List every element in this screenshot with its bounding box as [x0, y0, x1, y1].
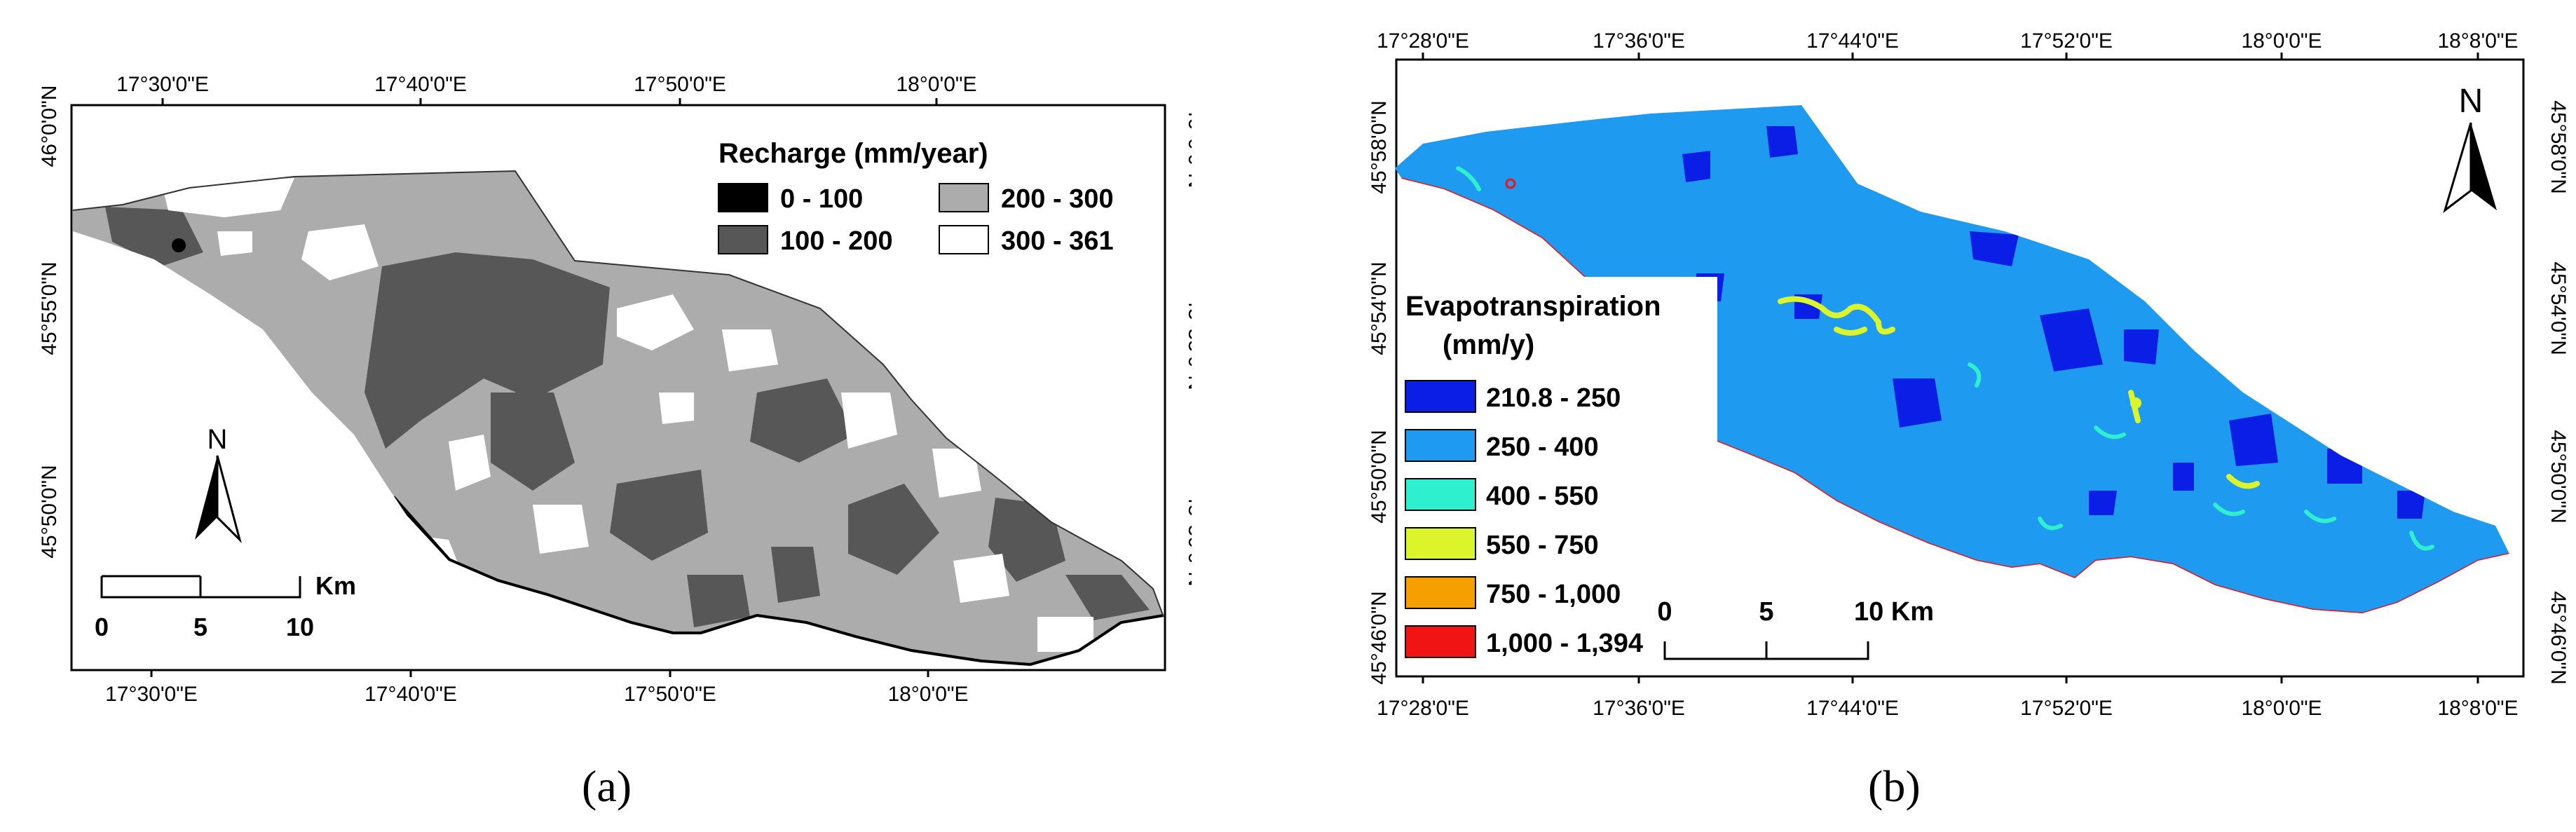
top-tick-label: 17°36'0"E	[1593, 29, 1685, 53]
top-tick-label: 17°44'0"E	[1806, 29, 1899, 53]
top-tick-label: 18°0'0"E	[896, 73, 976, 96]
legend-label: 750 - 1,000	[1486, 580, 1621, 609]
top-tick-label: 17°28'0"E	[1377, 29, 1469, 53]
legend-swatch	[1405, 429, 1476, 462]
panel-b-map: 17°28'0"E 17°36'0"E 17°44'0"E 17°52'0"E …	[1368, 29, 2570, 720]
scale-label: 0	[95, 613, 109, 641]
legend-swatch	[939, 183, 989, 212]
legend-title: Evapotranspiration	[1405, 291, 1661, 322]
scale-label: 5	[1759, 597, 1773, 627]
right-tick-label: 45°54'0"N	[2547, 261, 2570, 355]
right-tick-label: 46°0'0"N	[1184, 107, 1192, 189]
bottom-tick-label: 17°28'0"E	[1377, 697, 1469, 720]
top-tick-label: 17°40'0"E	[374, 73, 467, 96]
left-tick-label: 45°46'0"N	[1368, 591, 1391, 684]
scale-label: 0	[1657, 597, 1672, 627]
bottom-tick-label: 17°36'0"E	[1593, 697, 1685, 720]
bottom-tick-label: 17°40'0"E	[364, 683, 457, 706]
legend-a: Recharge (mm/year) 0 - 100 100 - 200 200…	[718, 138, 1114, 256]
scale-bar-b: 0 5 10 Km	[1657, 597, 1934, 660]
top-tick-label: 17°52'0"E	[2020, 29, 2113, 53]
bottom-axis-labels-a: 17°30'0"E 17°40'0"E 17°50'0"E 18°0'0"E	[105, 683, 968, 706]
scale-label: 10 Km	[1854, 597, 1934, 627]
right-tick-label: 45°50'0"N	[1184, 493, 1192, 586]
left-axis-labels-b: 45°58'0"N 45°54'0"N 45°50'0"N 45°46'0"N	[1368, 100, 1391, 684]
caption-b: (b)	[1868, 761, 1921, 811]
legend-title: Recharge (mm/year)	[718, 138, 988, 169]
legend-label: 1,000 - 1,394	[1486, 629, 1643, 658]
legend-swatch	[1405, 576, 1476, 609]
bottom-tick-label: 17°44'0"E	[1806, 697, 1899, 720]
left-tick-label: 45°58'0"N	[1368, 100, 1391, 193]
legend-label: 250 - 400	[1486, 432, 1599, 462]
scale-label: 5	[193, 613, 207, 641]
scale-unit: Km	[315, 571, 356, 600]
left-tick-label: 45°50'0"N	[38, 465, 61, 558]
legend-swatch	[1405, 478, 1476, 511]
left-tick-label: 45°50'0"N	[1368, 430, 1391, 523]
legend-label: 210.8 - 250	[1486, 383, 1621, 413]
scale-bar-a: 0 5 10 Km	[95, 571, 356, 641]
legend-label: 300 - 361	[1001, 226, 1114, 256]
north-arrow-icon: N	[2443, 83, 2497, 213]
legend-label: 200 - 300	[1001, 184, 1114, 214]
legend-swatch	[1405, 380, 1476, 413]
legend-swatch	[939, 225, 989, 254]
bottom-axis-labels-b: 17°28'0"E 17°36'0"E 17°44'0"E 17°52'0"E …	[1377, 697, 2518, 720]
legend-items-b: 210.8 - 250 250 - 400 400 - 550 550 - 75…	[1405, 380, 1643, 658]
area-outline-a	[72, 170, 1164, 618]
north-label: N	[2459, 83, 2483, 120]
legend-swatch	[1405, 625, 1476, 658]
legend-swatch	[1405, 527, 1476, 560]
top-tick-label: 17°30'0"E	[116, 73, 209, 96]
legend-label: 0 - 100	[780, 184, 863, 214]
legend-label: 100 - 200	[780, 226, 893, 256]
legend-swatch	[718, 183, 768, 212]
bottom-tick-label: 18°0'0"E	[2241, 697, 2322, 720]
legend-label: 400 - 550	[1486, 482, 1599, 511]
north-arrow-icon: N	[195, 424, 242, 544]
right-tick-label: 45°50'0"N	[2547, 430, 2570, 523]
right-axis-labels-b: 45°58'0"N 45°54'0"N 45°50'0"N 45°46'0"N	[2547, 100, 2570, 684]
bottom-tick-label: 17°52'0"E	[2020, 697, 2113, 720]
north-label: N	[207, 424, 228, 455]
bottom-tick-label: 17°50'0"E	[624, 683, 716, 706]
right-tick-label: 45°55'0"N	[1184, 296, 1192, 390]
tick-marks-a	[150, 98, 938, 677]
left-axis-labels-a: 46°0'0"N 45°55'0"N 45°50'0"N	[38, 86, 61, 559]
scale-label: 10	[286, 613, 314, 641]
top-tick-label: 17°50'0"E	[634, 73, 726, 96]
right-tick-label: 45°46'0"N	[2547, 591, 2570, 684]
right-tick-label: 45°58'0"N	[2547, 100, 2570, 193]
bottom-tick-label: 18°0'0"E	[887, 683, 968, 706]
caption-a: (a)	[582, 761, 632, 811]
top-axis-labels-b: 17°28'0"E 17°36'0"E 17°44'0"E 17°52'0"E …	[1377, 29, 2518, 53]
legend-swatch	[718, 225, 768, 254]
top-axis-labels-a: 17°30'0"E 17°40'0"E 17°50'0"E 18°0'0"E	[116, 73, 976, 96]
left-tick-label: 45°55'0"N	[38, 261, 61, 355]
legend-label: 550 - 750	[1486, 531, 1599, 560]
top-tick-label: 18°0'0"E	[2241, 29, 2322, 53]
bottom-tick-label: 17°30'0"E	[105, 683, 198, 706]
left-tick-label: 46°0'0"N	[38, 86, 61, 168]
top-tick-label: 18°8'0"E	[2437, 29, 2518, 53]
legend-subtitle: (mm/y)	[1443, 329, 1534, 360]
right-axis-labels-a: 46°0'0"N 45°55'0"N 45°50'0"N	[1184, 107, 1192, 587]
bottom-tick-label: 18°8'0"E	[2437, 697, 2518, 720]
tick-marks-b	[1422, 53, 2479, 683]
left-tick-label: 45°54'0"N	[1368, 261, 1391, 355]
panel-a-map: 17°30'0"E 17°40'0"E 17°50'0"E 18°0'0"E 1…	[38, 73, 1192, 706]
